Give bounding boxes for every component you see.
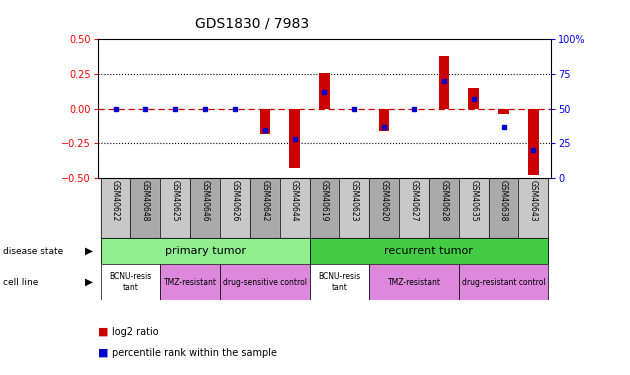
Text: primary tumor: primary tumor — [164, 246, 246, 256]
Text: GSM40620: GSM40620 — [380, 180, 389, 221]
Bar — [309, 238, 548, 264]
Text: GSM40646: GSM40646 — [200, 180, 210, 222]
Text: drug-sensitive control: drug-sensitive control — [223, 278, 307, 286]
Bar — [309, 178, 340, 238]
Text: GSM40628: GSM40628 — [439, 180, 449, 221]
Text: drug-resistant control: drug-resistant control — [462, 278, 546, 286]
Text: disease state: disease state — [3, 247, 64, 256]
Bar — [280, 178, 309, 238]
Text: GSM40648: GSM40648 — [141, 180, 150, 221]
Bar — [429, 178, 459, 238]
Text: GSM40644: GSM40644 — [290, 180, 299, 222]
Bar — [309, 264, 369, 300]
Bar — [190, 178, 220, 238]
Bar — [260, 109, 270, 134]
Bar — [130, 178, 160, 238]
Text: ▶: ▶ — [84, 246, 93, 256]
Text: recurrent tumor: recurrent tumor — [384, 246, 473, 256]
Text: GSM40643: GSM40643 — [529, 180, 538, 222]
Bar — [399, 178, 429, 238]
Text: GSM40642: GSM40642 — [260, 180, 269, 221]
Bar — [459, 264, 548, 300]
Bar — [160, 178, 190, 238]
Bar — [469, 88, 479, 109]
Text: BCNU-resis
tant: BCNU-resis tant — [318, 273, 360, 292]
Bar — [489, 178, 518, 238]
Text: TMZ-resistant: TMZ-resistant — [164, 278, 217, 286]
Bar — [518, 178, 548, 238]
Text: GSM40635: GSM40635 — [469, 180, 478, 222]
Bar — [289, 109, 300, 168]
Bar — [379, 109, 389, 131]
Text: cell line: cell line — [3, 278, 38, 286]
Bar — [220, 178, 250, 238]
Text: ■: ■ — [98, 327, 108, 337]
Bar — [101, 178, 130, 238]
Bar — [369, 264, 459, 300]
Text: GSM40626: GSM40626 — [231, 180, 239, 221]
Text: ▶: ▶ — [84, 277, 93, 287]
Bar — [459, 178, 489, 238]
Text: log2 ratio: log2 ratio — [112, 327, 158, 337]
Bar — [498, 109, 509, 114]
Text: GSM40622: GSM40622 — [111, 180, 120, 221]
Bar — [528, 109, 539, 176]
Text: BCNU-resis
tant: BCNU-resis tant — [110, 273, 152, 292]
Bar — [369, 178, 399, 238]
Bar — [250, 178, 280, 238]
Bar — [101, 238, 309, 264]
Bar — [220, 264, 309, 300]
Text: GSM40623: GSM40623 — [350, 180, 359, 221]
Bar — [160, 264, 220, 300]
Text: TMZ-resistant: TMZ-resistant — [387, 278, 440, 286]
Bar — [438, 56, 449, 109]
Text: ■: ■ — [98, 348, 108, 357]
Bar — [319, 73, 329, 109]
Bar — [340, 178, 369, 238]
Text: GSM40625: GSM40625 — [171, 180, 180, 221]
Text: GSM40638: GSM40638 — [499, 180, 508, 221]
Text: GSM40627: GSM40627 — [410, 180, 418, 221]
Bar — [101, 264, 160, 300]
Text: GSM40619: GSM40619 — [320, 180, 329, 221]
Text: percentile rank within the sample: percentile rank within the sample — [112, 348, 277, 357]
Text: GDS1830 / 7983: GDS1830 / 7983 — [195, 17, 309, 31]
